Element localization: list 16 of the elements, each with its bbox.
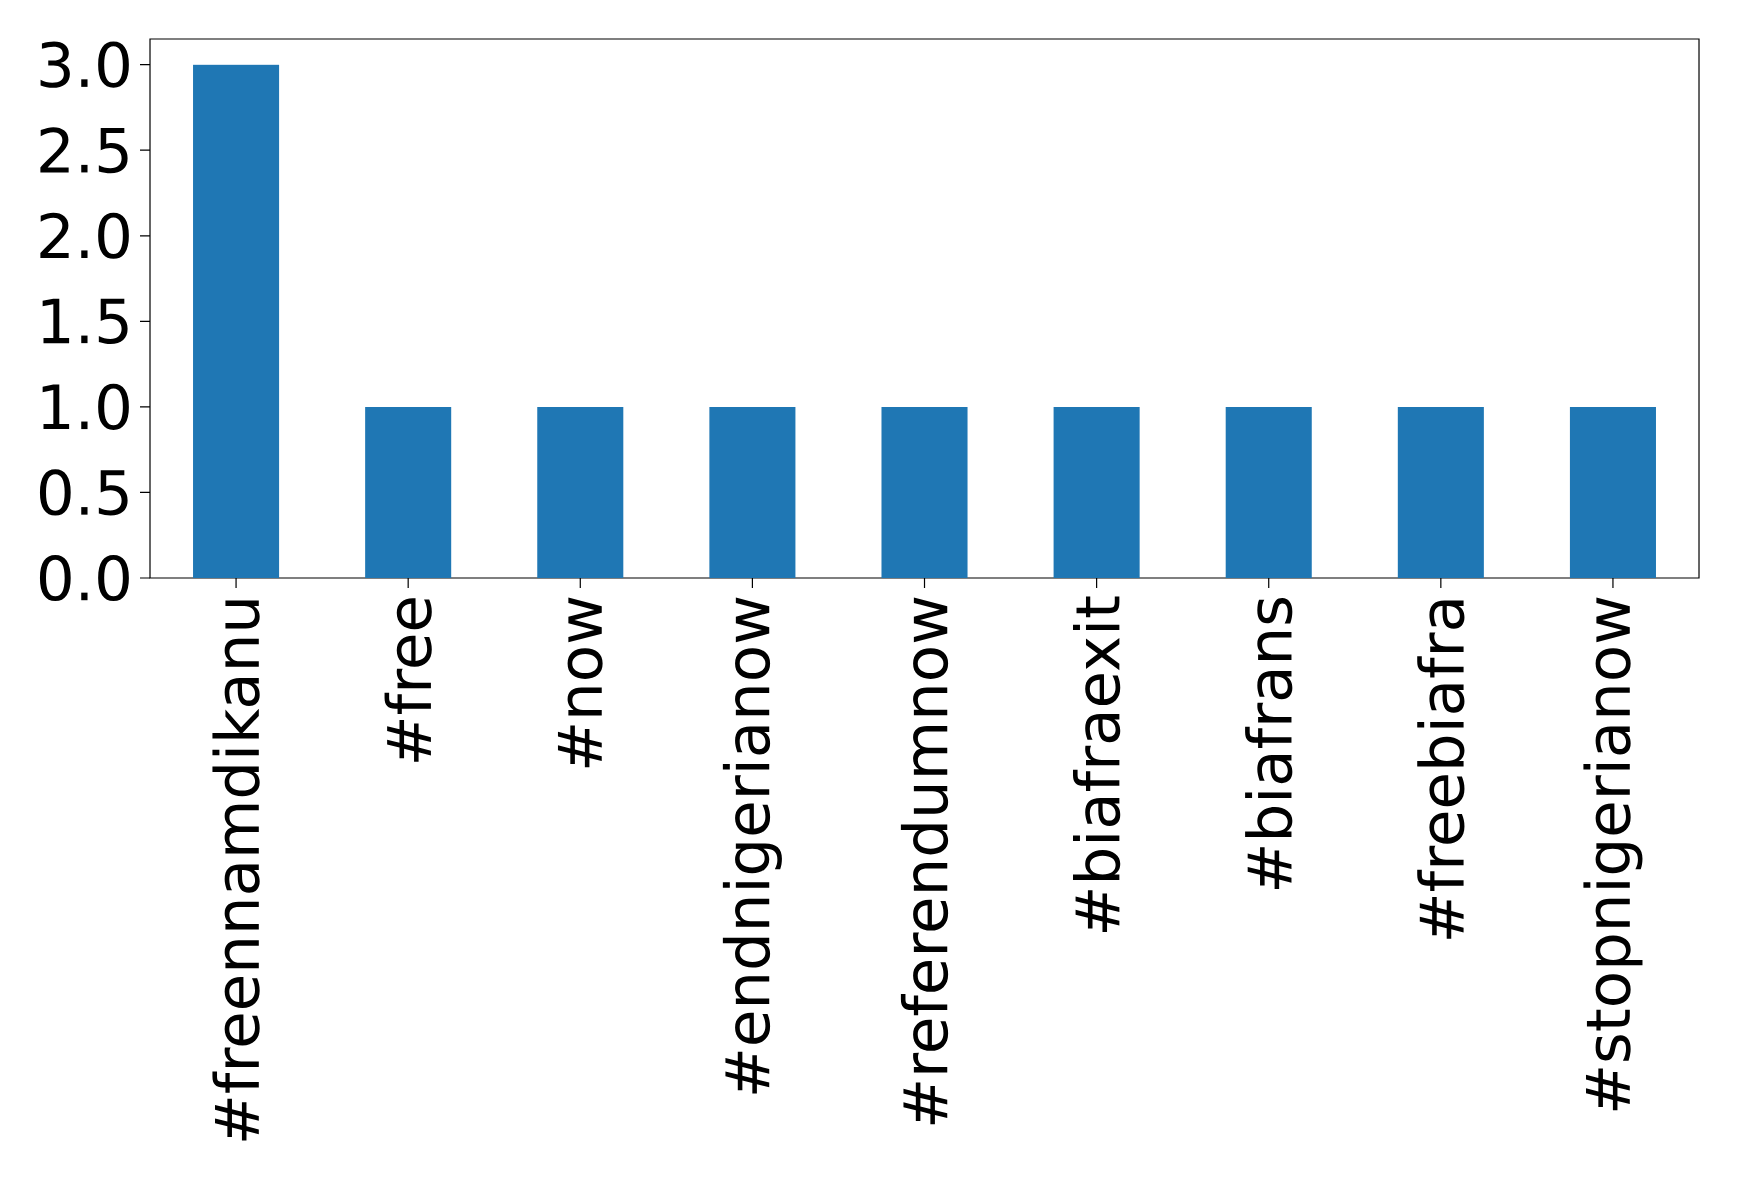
y-tick-label: 2.0	[40, 212, 129, 259]
x-tick-label: #freennamdikanu	[212, 600, 260, 1141]
y-tick-label: 1.0	[42, 383, 129, 430]
x-tick-label: #now	[557, 597, 603, 768]
y-tick-label: 1.5	[42, 298, 128, 345]
y-tick-label: 3.0	[40, 41, 129, 88]
y-tick-label: 0.0	[39, 554, 129, 602]
x-tick-label: #freebiafra	[1417, 600, 1465, 939]
x-tick-label: #endnigerianow	[722, 597, 782, 1094]
x-tick-label: #free	[384, 598, 432, 762]
x-tick-label: #referendumnow	[900, 597, 949, 1125]
y-tick-label: 2.5	[40, 127, 128, 174]
y-tick-label: 0.5	[39, 469, 128, 516]
x-tick-label: #biafrans	[1245, 598, 1293, 889]
x-tick-label: #biafraexit	[1073, 596, 1121, 932]
x-tick-label: #stopnigerianow	[1583, 597, 1643, 1111]
